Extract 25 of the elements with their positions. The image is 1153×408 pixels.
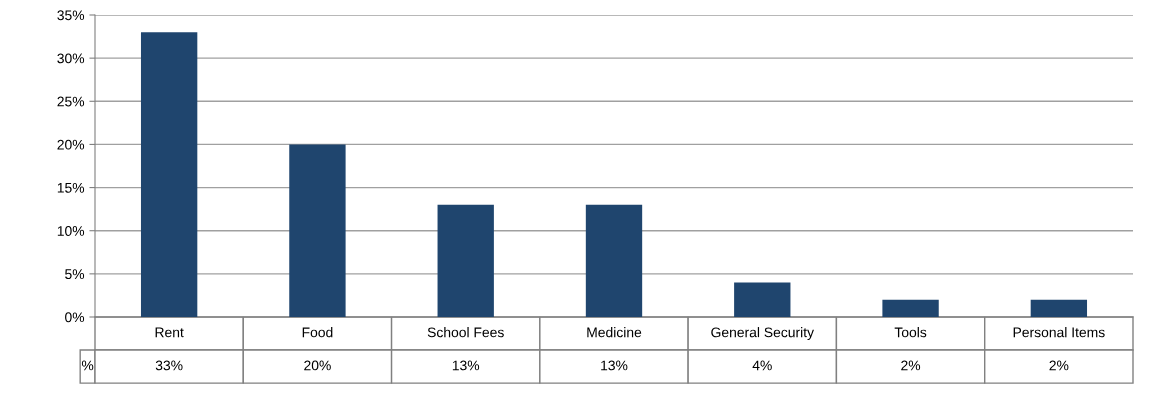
data-label: 4% bbox=[752, 360, 772, 371]
x-tick-label: School Fees bbox=[427, 327, 504, 338]
data-label: 2% bbox=[901, 360, 921, 371]
x-tick-label: Medicine bbox=[587, 327, 642, 338]
x-tick-label: Personal Items bbox=[1013, 327, 1105, 338]
y-tick-label: 25% bbox=[57, 96, 85, 107]
data-label: 2% bbox=[1049, 360, 1069, 371]
text: % bbox=[81, 360, 94, 371]
y-tick-label: 35% bbox=[57, 10, 85, 21]
data-label: 33% bbox=[155, 360, 183, 371]
bar bbox=[1030, 299, 1088, 317]
bar bbox=[882, 299, 939, 317]
y-tick-label: 15% bbox=[57, 182, 85, 193]
data-label: 13% bbox=[452, 360, 480, 371]
y-tick-label: 0% bbox=[65, 312, 85, 323]
x-tick-label: Tools bbox=[894, 327, 927, 338]
data-label: 20% bbox=[304, 360, 331, 371]
y-tick-label: 30% bbox=[57, 53, 85, 64]
x-tick-label: Rent bbox=[155, 327, 184, 338]
y-tick-label: 20% bbox=[57, 139, 85, 150]
data-label: 13% bbox=[601, 360, 628, 371]
y-tick-label: 10% bbox=[57, 226, 85, 236]
x-tick-label: General Security bbox=[711, 327, 814, 341]
x-tick-label: Food bbox=[302, 327, 333, 338]
y-tick-label: 5% bbox=[65, 269, 85, 280]
